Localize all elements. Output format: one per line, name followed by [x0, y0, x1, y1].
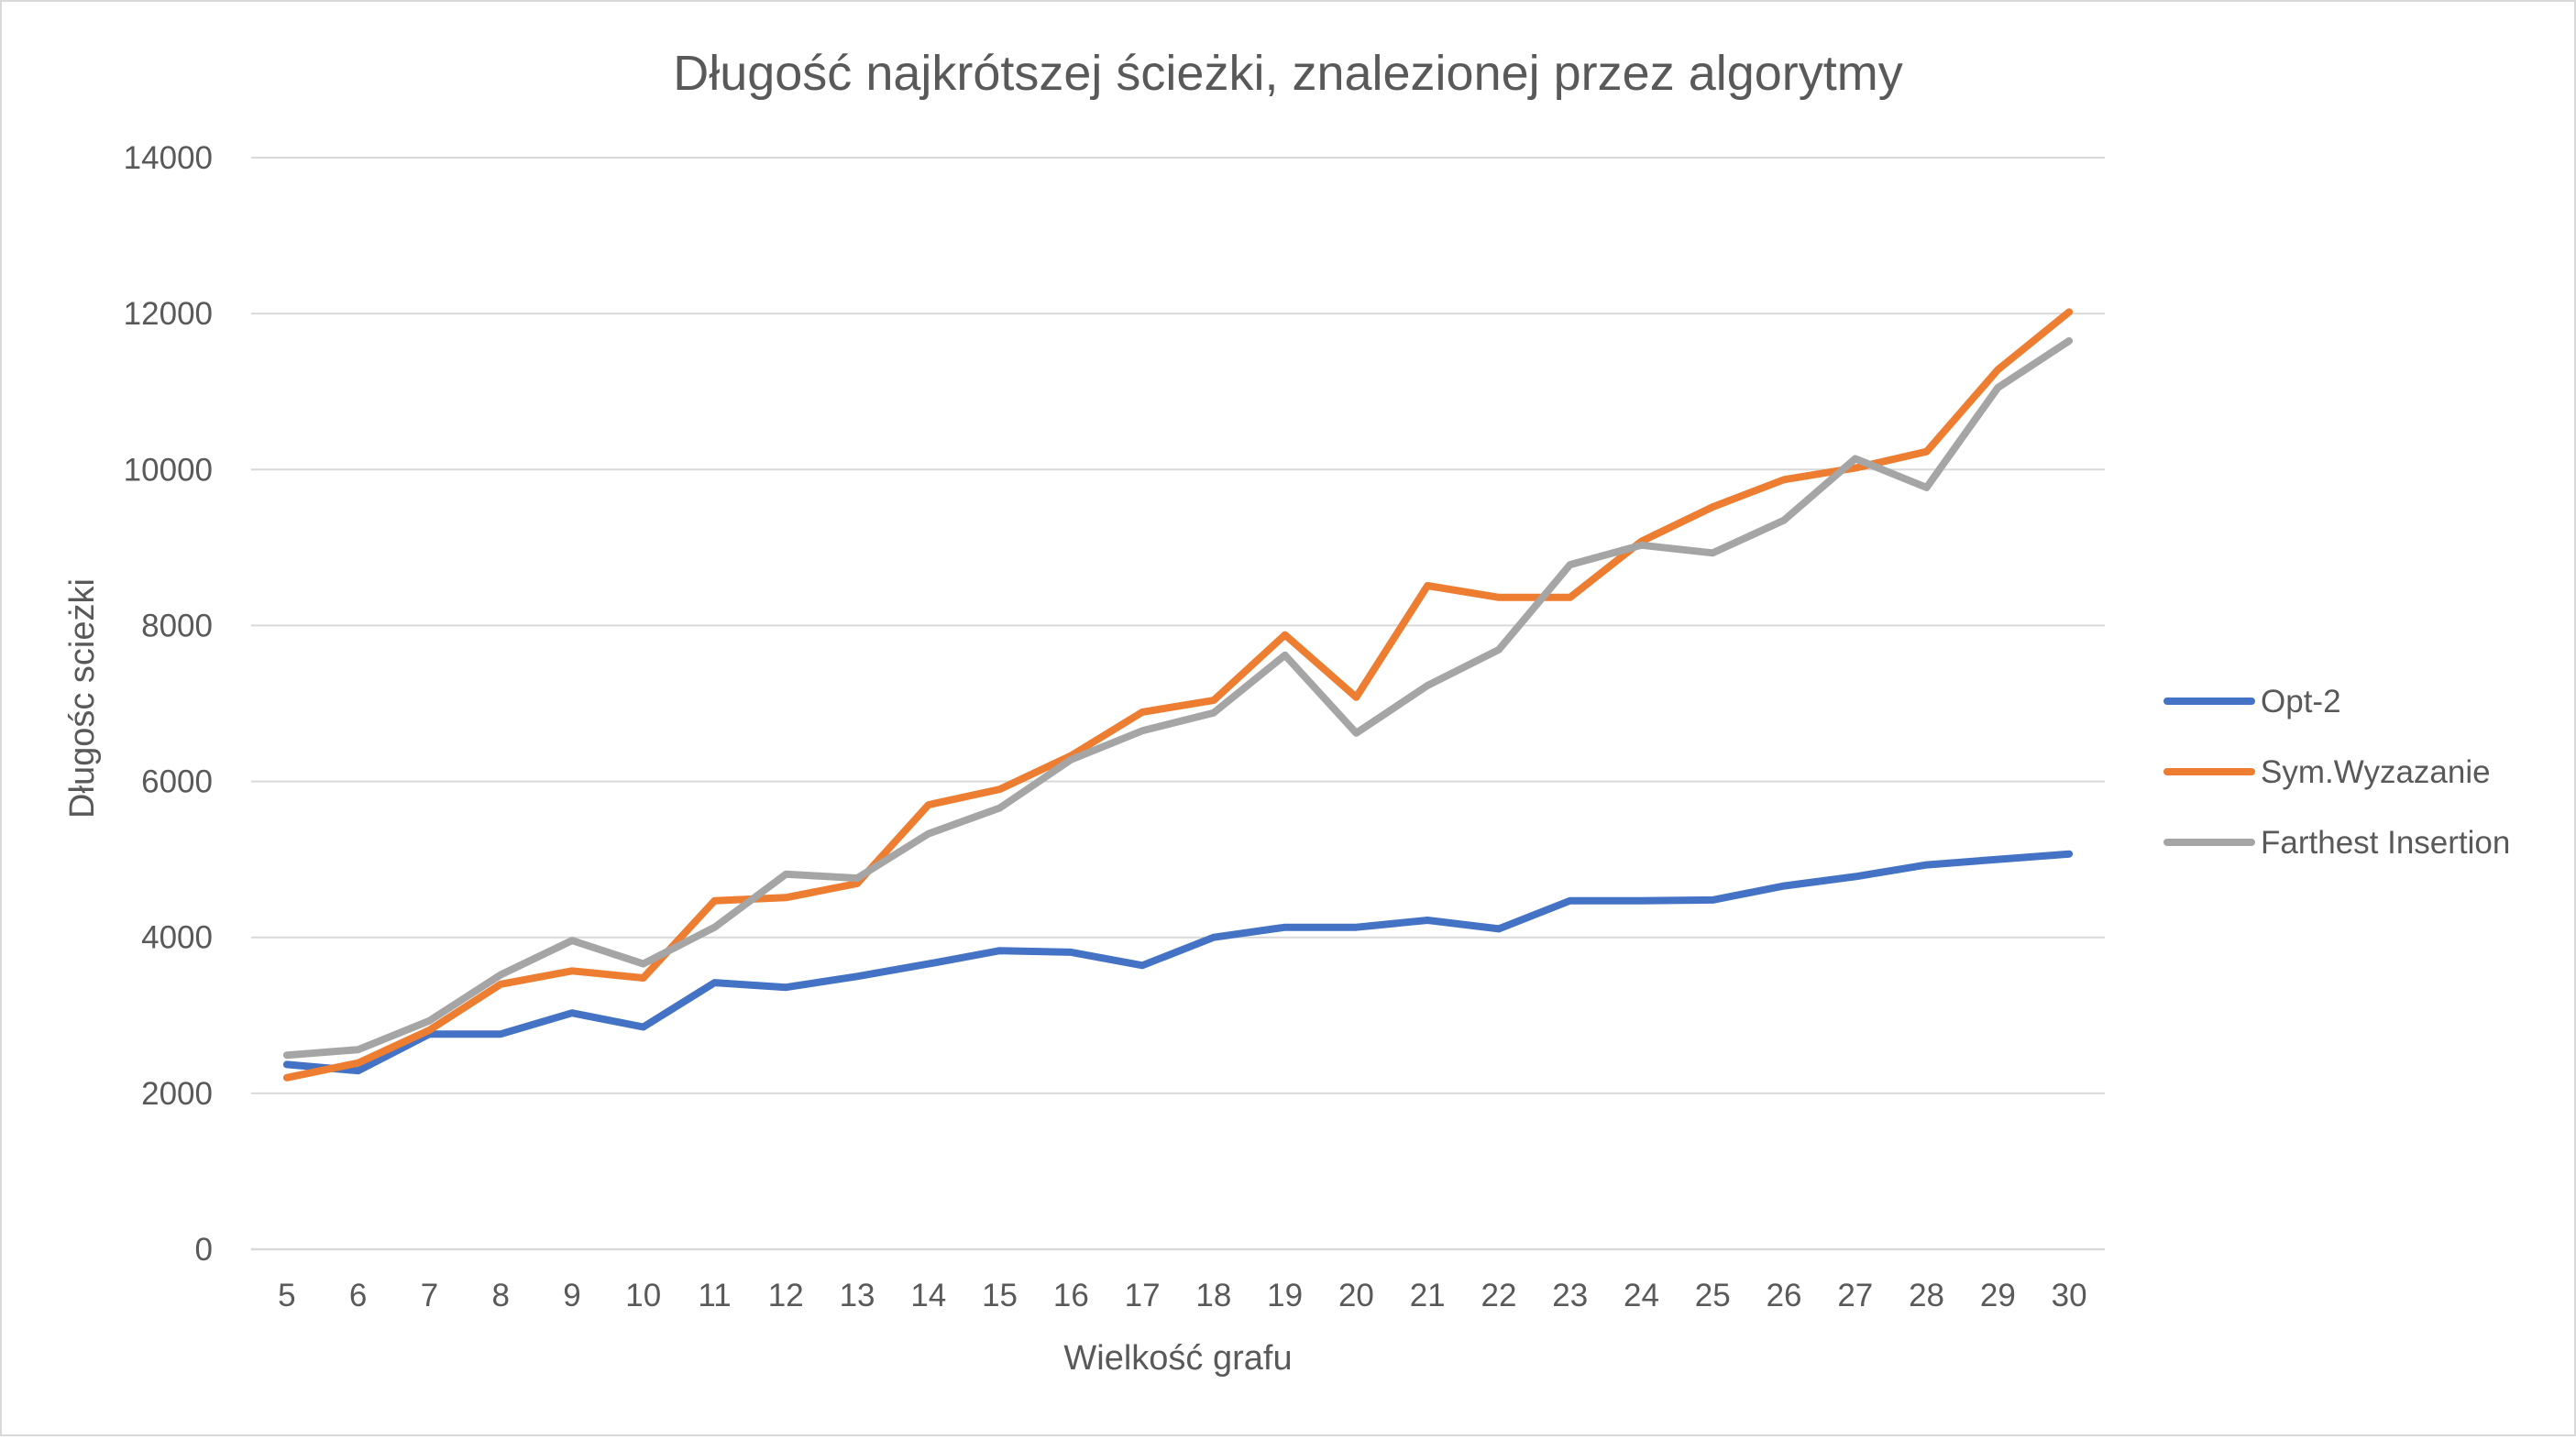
y-axis-tick-labels: 0 2000 4000 6000 8000 10000 12000 14000 [124, 140, 213, 1268]
x-tick-label: 21 [1410, 1278, 1446, 1313]
x-axis-title: Wielkość grafu [1063, 1339, 1292, 1378]
x-tick-label: 15 [982, 1278, 1018, 1313]
y-tick-label: 6000 [141, 764, 213, 800]
x-tick-label: 23 [1552, 1278, 1588, 1313]
y-tick-label: 4000 [141, 920, 213, 956]
chart-title: Długość najkrótszej ścieżki, znalezionej… [673, 46, 1903, 101]
x-tick-label: 22 [1481, 1278, 1516, 1313]
y-tick-label: 14000 [124, 140, 213, 176]
y-axis-title: Długośc scieżki [63, 578, 102, 818]
y-tick-label: 10000 [124, 452, 213, 488]
x-tick-label: 13 [840, 1278, 875, 1313]
x-tick-label: 29 [1980, 1278, 2016, 1313]
x-tick-label: 8 [491, 1278, 509, 1313]
series-lines [282, 308, 2074, 1082]
x-tick-label: 27 [1837, 1278, 1873, 1313]
legend: Opt-2 Sym.Wyzazanie Farthest Insertion [2163, 684, 2510, 861]
x-tick-label: 12 [768, 1278, 804, 1313]
x-tick-label: 19 [1267, 1278, 1303, 1313]
x-tick-label: 25 [1695, 1278, 1731, 1313]
x-tick-label: 30 [2052, 1278, 2087, 1313]
x-tick-label: 17 [1125, 1278, 1161, 1313]
legend-label-sym-wyzazanie: Sym.Wyzazanie [2261, 754, 2491, 790]
y-tick-label: 2000 [141, 1076, 213, 1112]
x-tick-label: 7 [421, 1278, 438, 1313]
x-tick-label: 18 [1195, 1278, 1231, 1313]
x-tick-label: 14 [910, 1278, 946, 1313]
x-tick-label: 24 [1624, 1278, 1659, 1313]
series-line-opt-2 [282, 850, 2074, 1075]
x-tick-label: 9 [563, 1278, 580, 1313]
x-tick-label: 10 [625, 1278, 661, 1313]
x-tick-label: 26 [1767, 1278, 1802, 1313]
x-tick-label: 5 [278, 1278, 295, 1313]
x-tick-label: 28 [1909, 1278, 1944, 1313]
x-tick-label: 11 [698, 1278, 731, 1313]
y-tick-label: 0 [195, 1232, 213, 1268]
x-tick-label: 6 [349, 1278, 367, 1313]
legend-label-opt-2: Opt-2 [2261, 684, 2341, 720]
legend-label-farthest-insertion: Farthest Insertion [2261, 825, 2510, 861]
x-tick-label: 20 [1338, 1278, 1374, 1313]
gridlines [251, 157, 2105, 1251]
x-axis-tick-labels: 5 6 7 8 9 10 11 12 13 14 15 16 17 18 19 20 21 22 23 24 25 26 2… [278, 1278, 2086, 1313]
series-line-farthest-insertion [282, 336, 2074, 1060]
x-tick-label: 16 [1053, 1278, 1089, 1313]
y-tick-label: 12000 [124, 296, 213, 332]
y-tick-label: 8000 [141, 608, 213, 643]
series-line-sym-wyzazanie [282, 308, 2074, 1082]
